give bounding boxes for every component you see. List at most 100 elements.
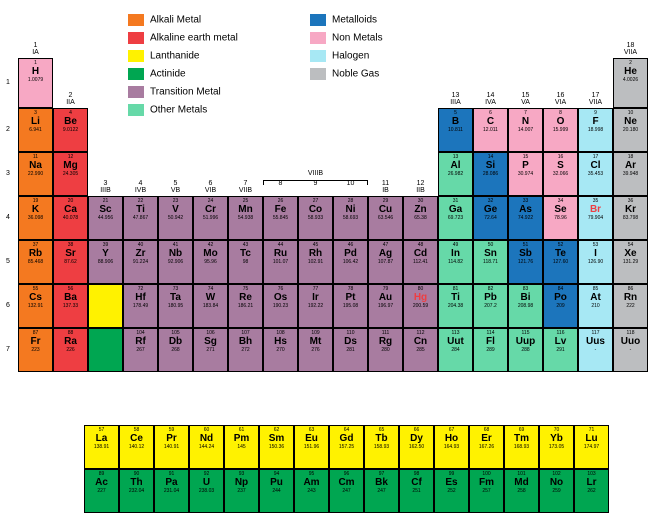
atomic-mass: 74.922 bbox=[509, 215, 542, 221]
atomic-number: 86 bbox=[614, 285, 647, 292]
element-Te: 52Te127.60 bbox=[543, 240, 578, 284]
element-Ra: 88Ra226 bbox=[53, 328, 88, 372]
symbol: V bbox=[159, 204, 192, 215]
symbol: Mt bbox=[299, 336, 332, 347]
atomic-mass: 83.798 bbox=[614, 215, 647, 221]
atomic-mass: 196.97 bbox=[369, 303, 402, 309]
group-label-2: 2IIA bbox=[53, 92, 88, 106]
legend-metalloid: Metalloids bbox=[310, 14, 377, 26]
element-Sg: 106Sg271 bbox=[193, 328, 228, 372]
atomic-mass: 6.941 bbox=[19, 127, 52, 133]
atomic-number: 46 bbox=[334, 241, 367, 248]
symbol: Mg bbox=[54, 160, 87, 171]
symbol: He bbox=[614, 66, 647, 77]
symbol: In bbox=[439, 248, 472, 259]
element-Ti: 81Ti204.38 bbox=[438, 284, 473, 328]
symbol: Kr bbox=[614, 204, 647, 215]
legend-alkaline: Alkaline earth metal bbox=[128, 32, 238, 44]
atomic-number: 92 bbox=[190, 470, 223, 477]
atomic-mass: 209 bbox=[544, 303, 577, 309]
element-Lv: 116Lv291 bbox=[543, 328, 578, 372]
atomic-number: 58 bbox=[120, 426, 153, 433]
symbol: Ag bbox=[369, 248, 402, 259]
group-label-14: 14IVA bbox=[473, 92, 508, 106]
element-Au: 79Au196.97 bbox=[368, 284, 403, 328]
atomic-mass: - bbox=[614, 347, 647, 353]
element-In: 49In114.82 bbox=[438, 240, 473, 284]
element-S: 16S32.066 bbox=[543, 152, 578, 196]
legend-label: Actinide bbox=[150, 69, 186, 80]
symbol: Nd bbox=[190, 433, 223, 444]
symbol: Zn bbox=[404, 204, 437, 215]
element-P: 15P30.974 bbox=[508, 152, 543, 196]
symbol: O bbox=[544, 116, 577, 127]
element-Lu: 71Lu174.97 bbox=[574, 425, 609, 469]
atomic-number: 52 bbox=[544, 241, 577, 248]
symbol: Bh bbox=[229, 336, 262, 347]
symbol: Cu bbox=[369, 204, 402, 215]
atomic-mass: 183.84 bbox=[194, 303, 227, 309]
symbol: Fr bbox=[19, 336, 52, 347]
atomic-number: 69 bbox=[505, 426, 538, 433]
atomic-number: 96 bbox=[330, 470, 363, 477]
element-Be: 4Be9.0122 bbox=[53, 108, 88, 152]
atomic-mass: 107.87 bbox=[369, 259, 402, 265]
element-Bk: 97Bk247 bbox=[364, 469, 399, 513]
atomic-number: 16 bbox=[544, 153, 577, 160]
element-Ga: 31Ga69.723 bbox=[438, 196, 473, 240]
symbol: Lv bbox=[544, 336, 577, 347]
atomic-mass: 244 bbox=[260, 488, 293, 494]
element-As: 33As74.922 bbox=[508, 196, 543, 240]
atomic-mass: 54.938 bbox=[229, 215, 262, 221]
symbol: Pb bbox=[474, 292, 507, 303]
atomic-mass: 247 bbox=[365, 488, 398, 494]
atomic-number: 25 bbox=[229, 197, 262, 204]
symbol: Sr bbox=[54, 248, 87, 259]
element-Sb: 51Sb121.76 bbox=[508, 240, 543, 284]
element-Sc: 21Sc44.956 bbox=[88, 196, 123, 240]
atomic-mass: 204.38 bbox=[439, 303, 472, 309]
atomic-mass: 92.906 bbox=[159, 259, 192, 265]
element-Ag: 47Ag107.87 bbox=[368, 240, 403, 284]
element-Zn: 30Zn65.38 bbox=[403, 196, 438, 240]
symbol: Cr bbox=[194, 204, 227, 215]
atomic-number: 13 bbox=[439, 153, 472, 160]
atomic-mass: 226 bbox=[54, 347, 87, 353]
symbol: Cd bbox=[404, 248, 437, 259]
symbol: S bbox=[544, 160, 577, 171]
element-Fr: 87Fr223 bbox=[18, 328, 53, 372]
atomic-number: 20 bbox=[54, 197, 87, 204]
atomic-mass: 267 bbox=[124, 347, 157, 353]
atomic-number: 110 bbox=[334, 329, 367, 336]
atomic-mass: 164.93 bbox=[435, 444, 468, 450]
atomic-mass: 79.904 bbox=[579, 215, 612, 221]
atomic-number: 11 bbox=[19, 153, 52, 160]
element-Ta: 73Ta180.95 bbox=[158, 284, 193, 328]
atomic-mass: 22.990 bbox=[19, 171, 52, 177]
atomic-mass: 112.41 bbox=[404, 259, 437, 265]
element-Rn: 86Rn222 bbox=[613, 284, 648, 328]
element-W: 74W183.84 bbox=[193, 284, 228, 328]
atomic-number: 93 bbox=[225, 470, 258, 477]
symbol: W bbox=[194, 292, 227, 303]
atomic-number: 87 bbox=[19, 329, 52, 336]
symbol: Np bbox=[225, 477, 258, 488]
element-Hs: 108Hs270 bbox=[263, 328, 298, 372]
symbol: Er bbox=[470, 433, 503, 444]
atomic-mass: 180.95 bbox=[159, 303, 192, 309]
group-label-viiib: VIIIB bbox=[263, 170, 368, 177]
period-label-4: 4 bbox=[6, 214, 10, 221]
atomic-mass: 284 bbox=[439, 347, 472, 353]
symbol: Bi bbox=[509, 292, 542, 303]
atomic-mass: 65.38 bbox=[404, 215, 437, 221]
symbol: Hf bbox=[124, 292, 157, 303]
element-F: 9F18.998 bbox=[578, 108, 613, 152]
atomic-mass: 58.933 bbox=[299, 215, 332, 221]
atomic-mass: 192.22 bbox=[299, 303, 332, 309]
element-Ne: 10Ne20.180 bbox=[613, 108, 648, 152]
symbol: Br bbox=[579, 204, 612, 215]
atomic-number: 66 bbox=[400, 426, 433, 433]
atomic-number: 85 bbox=[579, 285, 612, 292]
atomic-mass: 285 bbox=[404, 347, 437, 353]
symbol: H bbox=[19, 66, 52, 77]
